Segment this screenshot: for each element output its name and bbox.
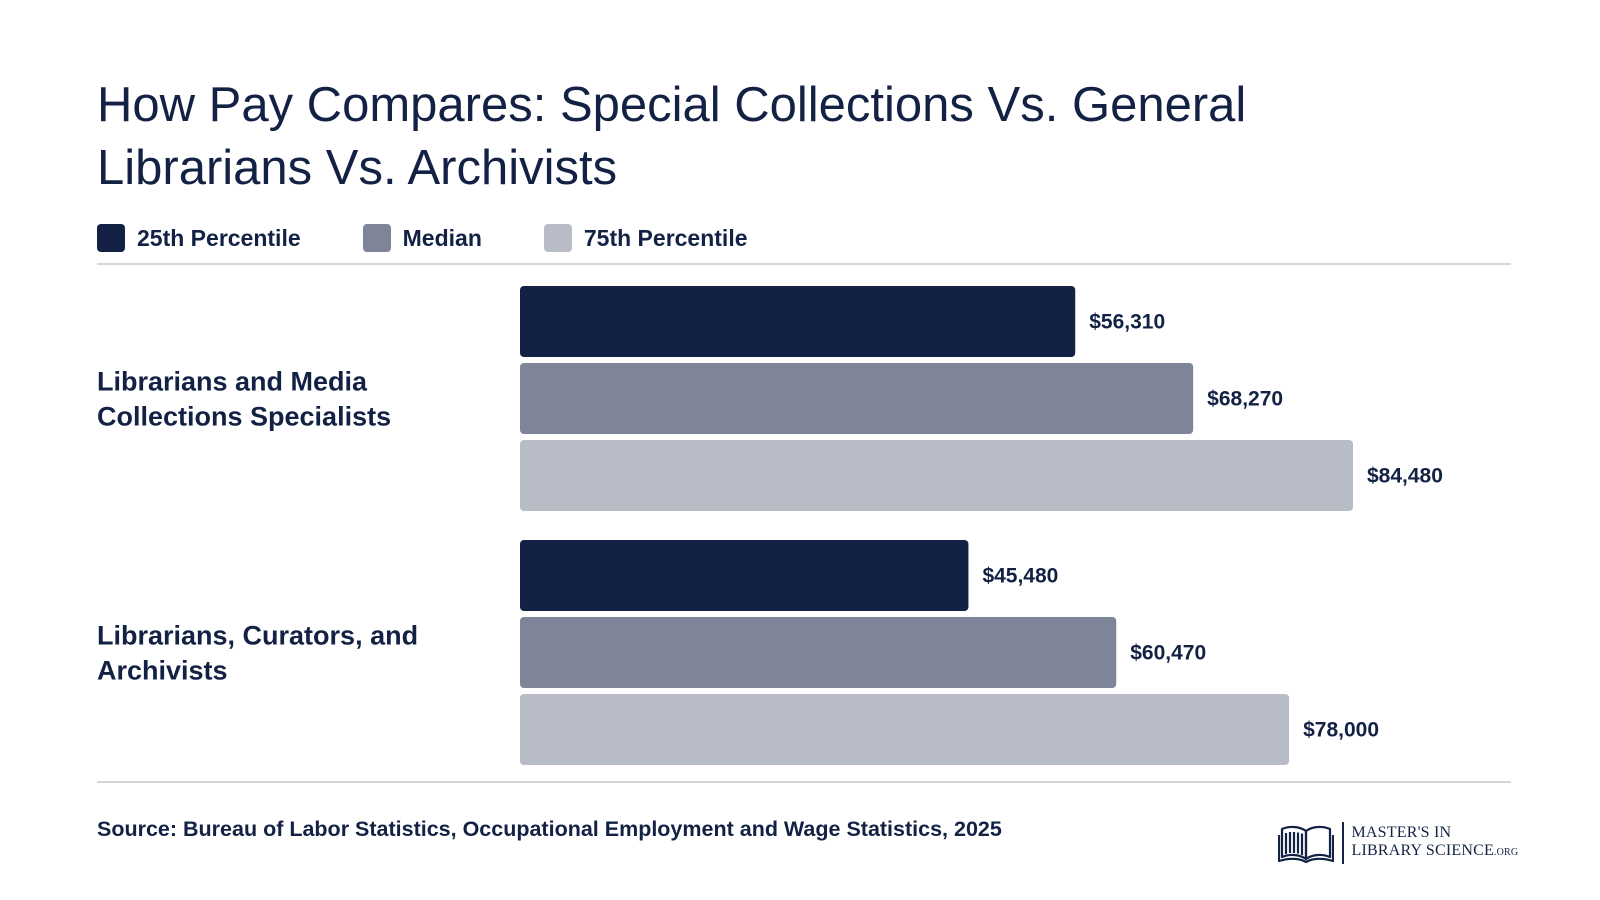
logo-divider xyxy=(1342,822,1344,864)
legend-item-75th-percentile: 75th Percentile xyxy=(543,224,748,252)
bar-2-1 xyxy=(520,540,969,611)
legend-item-25th-percentile: 25th Percentile xyxy=(97,224,301,252)
bar-2-3 xyxy=(520,694,1290,765)
legend-label-75th-percentile: 75th Percentile xyxy=(583,224,748,251)
category-label-1: Librarians and Media Collections Speciali… xyxy=(97,367,391,432)
source-note: Source: Bureau of Labor Statistics, Occu… xyxy=(97,817,1002,841)
site-logo: MASTER'S IN LIBRARY SCIENCE.ORG xyxy=(1278,820,1518,866)
legend-label-25th-percentile: 25th Percentile xyxy=(137,224,301,251)
legend-swatch-median xyxy=(362,224,391,252)
legend-label-median: Median xyxy=(402,224,482,251)
value-label-1-2: $68,270 xyxy=(1207,388,1283,411)
bar-1-1 xyxy=(520,286,1076,357)
value-label-2-1: $45,480 xyxy=(982,565,1058,588)
bar-2-2 xyxy=(520,617,1117,688)
legend-swatch-25th-percentile xyxy=(97,224,125,252)
bottom-divider xyxy=(97,781,1511,783)
bar-1-3 xyxy=(520,440,1353,511)
logo-suffix: .ORG xyxy=(1493,847,1519,858)
top-divider xyxy=(97,263,1511,265)
open-book-icon xyxy=(1278,825,1334,863)
value-label-2-3: $78,000 xyxy=(1303,719,1379,742)
logo-line-2-main: LIBRARY SCIENCE xyxy=(1351,842,1494,859)
legend: 25th Percentile Median 75th Percentile xyxy=(97,222,810,254)
value-label-1-1: $56,310 xyxy=(1089,311,1165,334)
value-label-2-2: $60,470 xyxy=(1130,642,1206,665)
value-label-1-3: $84,480 xyxy=(1367,465,1443,488)
logo-line-1: MASTER'S IN xyxy=(1351,824,1452,841)
logo-line-2: LIBRARY SCIENCE.ORG xyxy=(1352,842,1519,862)
chart-title: How Pay Compares: Special Collections Vs… xyxy=(97,78,1247,195)
legend-item-median: Median xyxy=(362,224,482,252)
category-label-2: Librarians, Curators, and Archivists xyxy=(97,621,418,686)
legend-swatch-75th-percentile xyxy=(543,224,572,252)
bar-1-2 xyxy=(520,363,1194,434)
logo-wordmark: MASTER'S IN LIBRARY SCIENCE.ORG xyxy=(1352,824,1519,862)
